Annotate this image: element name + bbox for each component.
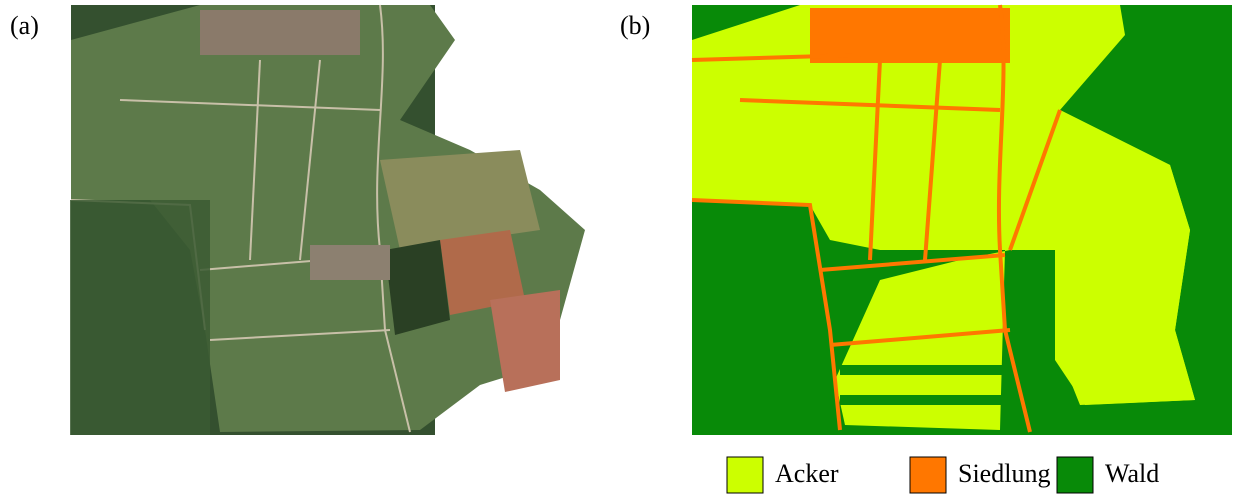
legend-swatch <box>910 457 946 493</box>
legend-swatch <box>727 457 763 493</box>
legend-label: Wald <box>1105 459 1159 488</box>
aerial-photo <box>70 5 585 435</box>
figure: (a) (b) <box>0 0 1242 497</box>
legend-label: Siedlung <box>958 459 1050 488</box>
panel-label: (a) <box>10 11 39 40</box>
classification-map <box>692 5 1232 435</box>
legend: Acker Siedlung Wald <box>727 457 1159 493</box>
legend-label: Acker <box>775 459 839 488</box>
legend-swatch <box>1057 457 1093 493</box>
panel-label: (b) <box>620 11 650 40</box>
